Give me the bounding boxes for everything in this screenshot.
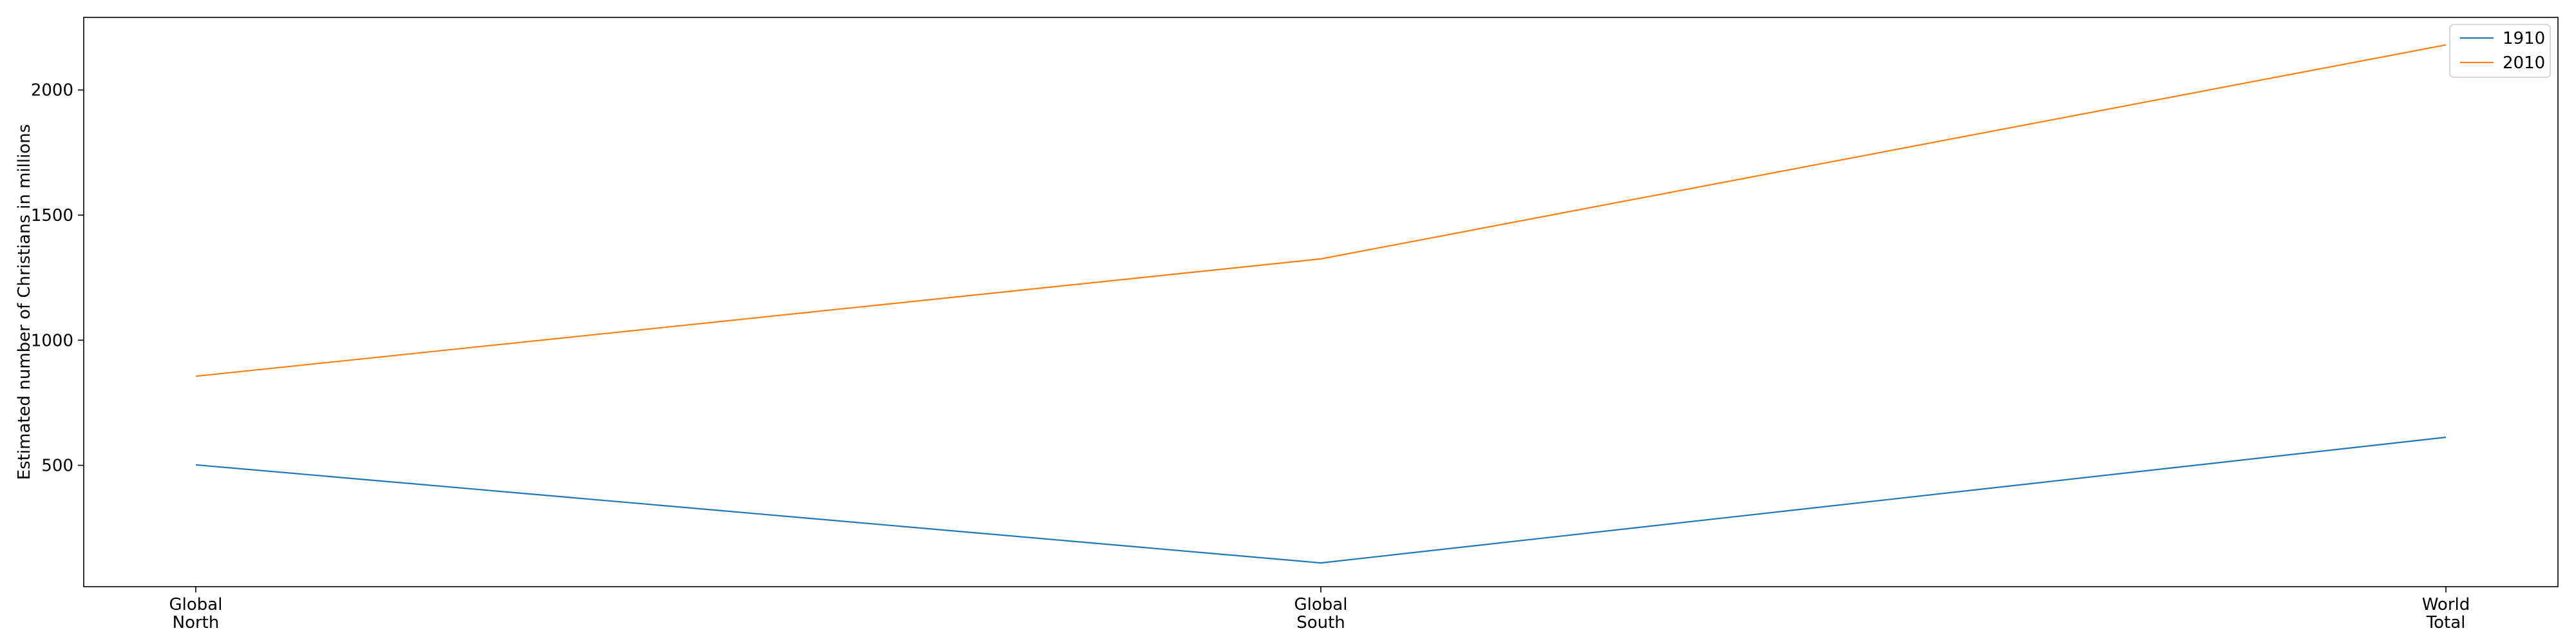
y-tick-label: 1500 [31,206,73,225]
series-layer [196,45,2446,563]
plot-frame [84,17,2558,587]
x-tick-label: Global South [1294,595,1348,632]
y-axis: 500 1000 1500 2000 [31,81,84,476]
legend: 1910 2010 [2450,24,2550,77]
series-line-2010 [196,45,2446,377]
legend-label-2010: 2010 [2503,53,2545,73]
x-tick-label: World Total [2422,595,2470,632]
y-tick-label: 2000 [31,81,73,100]
y-tick-label: 1000 [31,331,73,350]
legend-label-1910: 1910 [2503,29,2545,48]
series-line-1910 [196,437,2446,563]
x-tick-label: Global North [169,595,223,632]
x-axis: Global North Global South World Total [169,587,2470,632]
y-tick-label: 500 [41,457,73,476]
y-axis-title: Estimated number of Christians in millio… [15,124,34,480]
